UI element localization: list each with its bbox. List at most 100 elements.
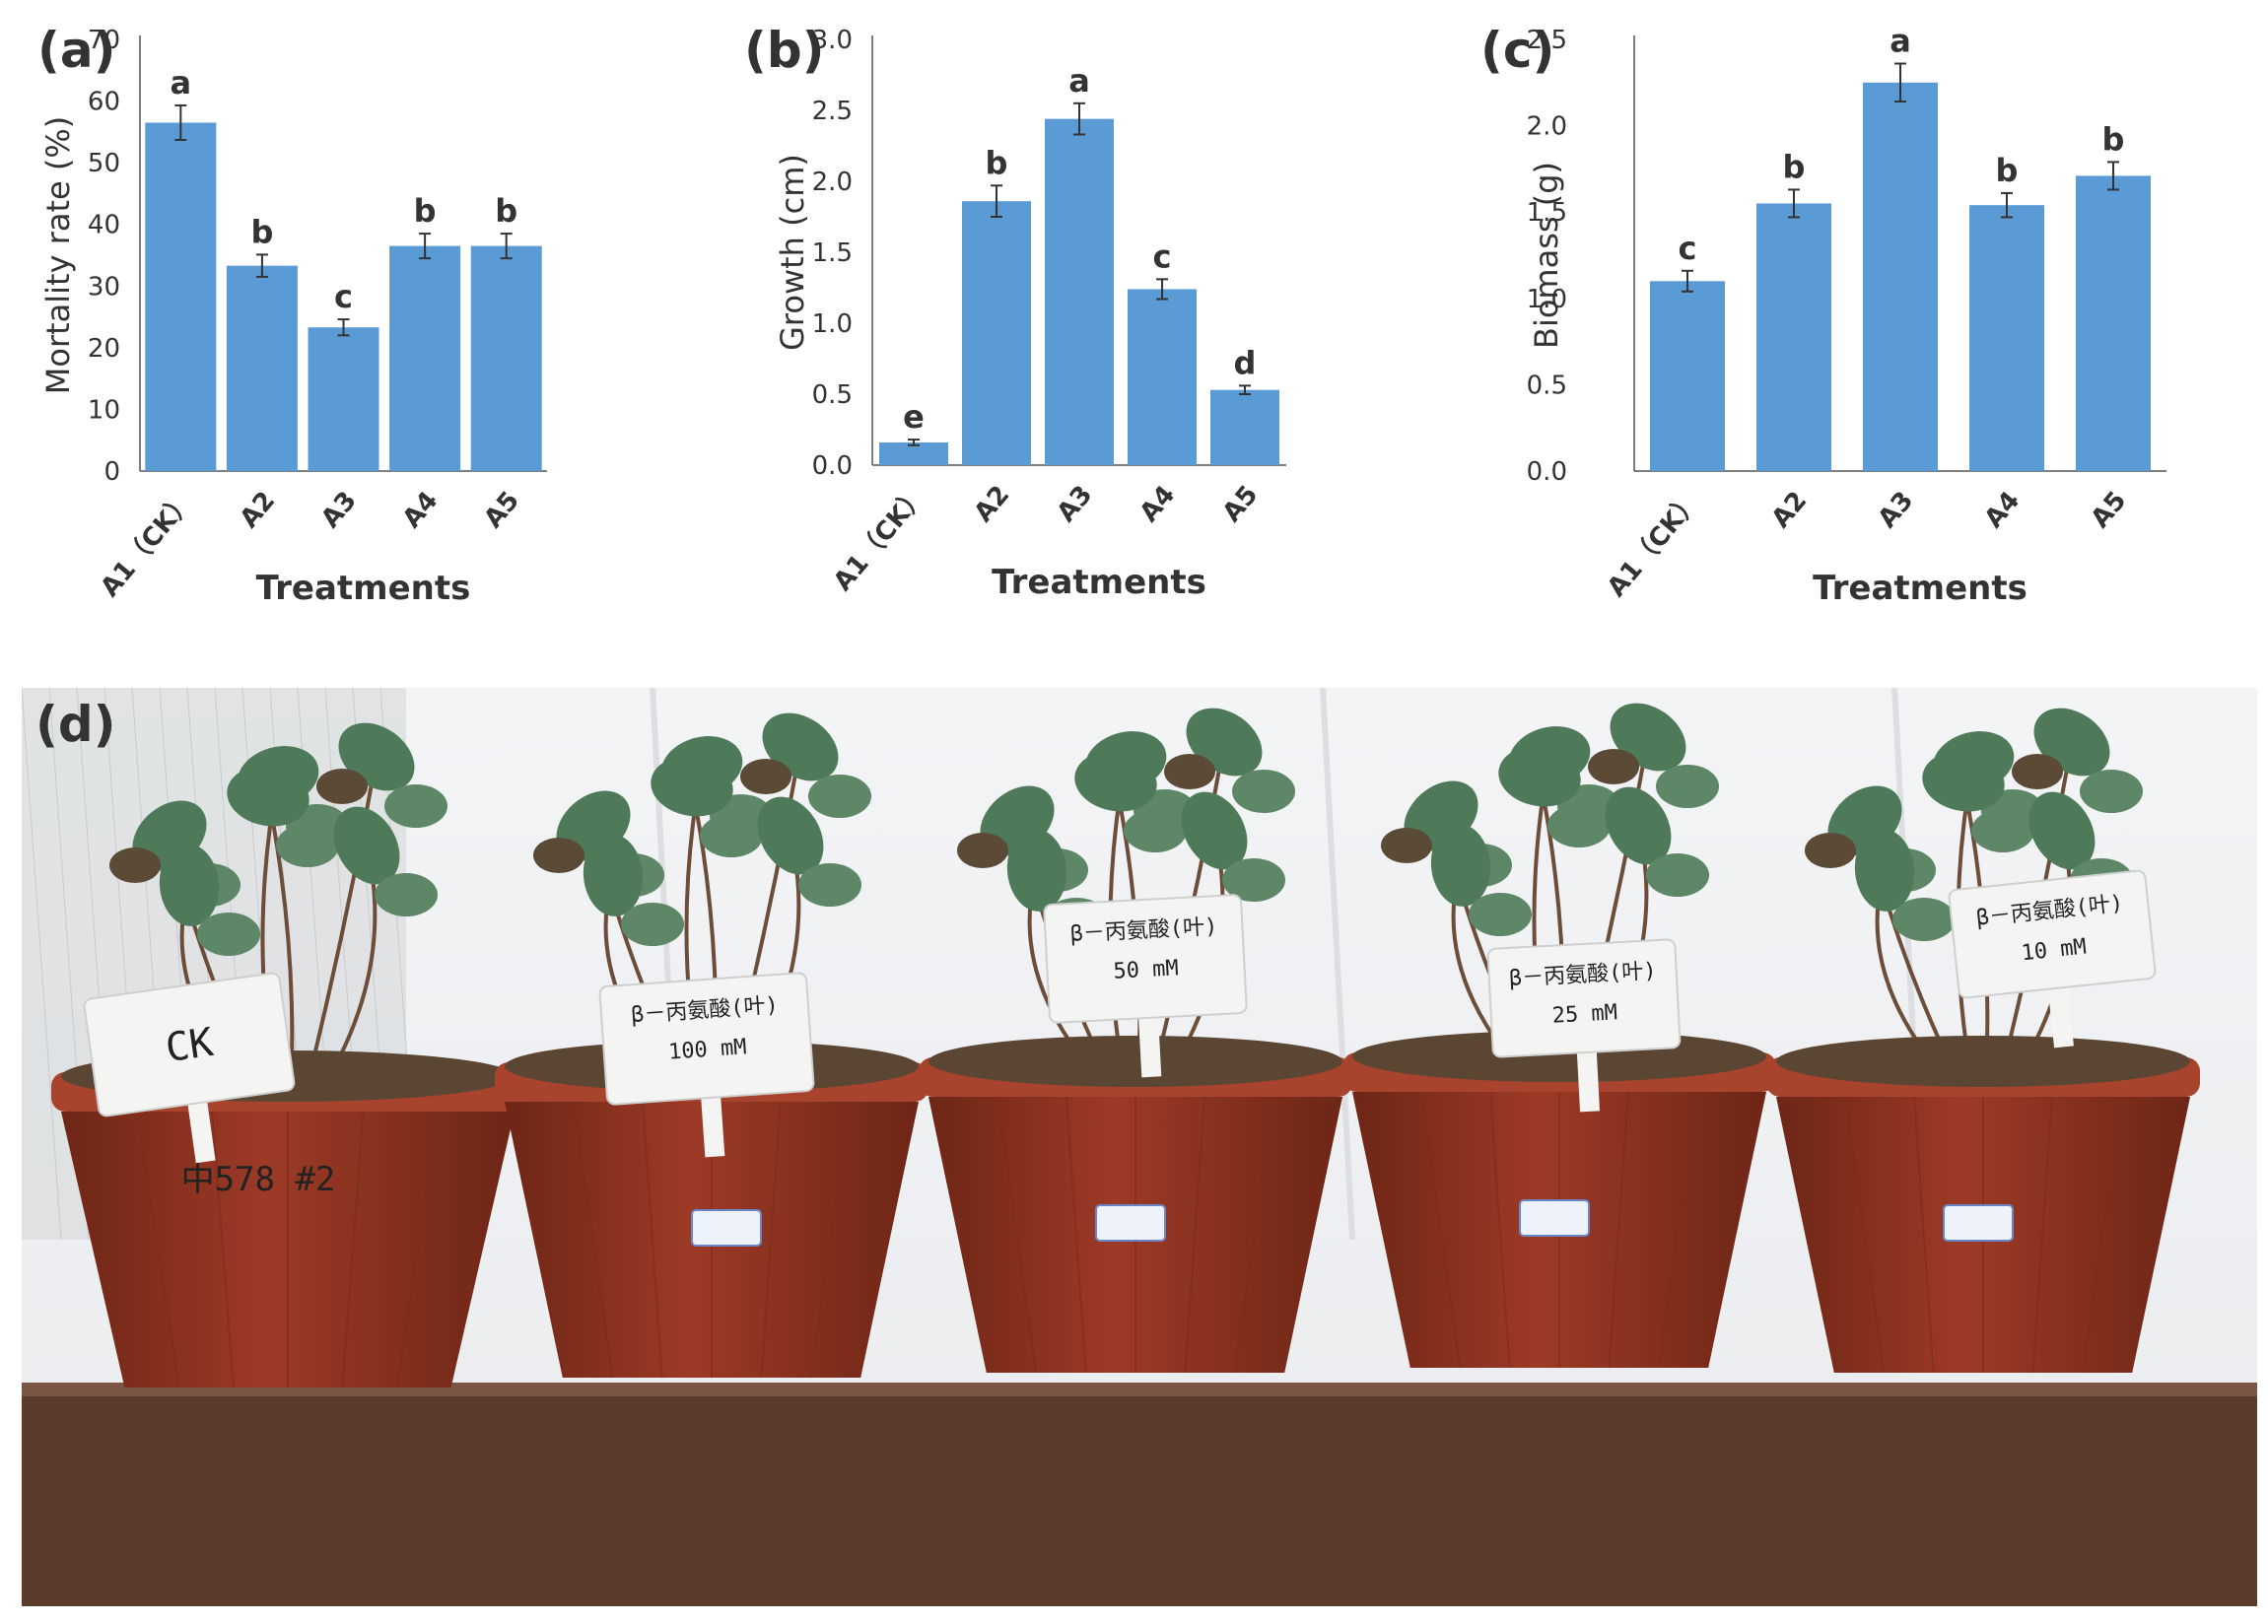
chart-c-error-bar <box>2001 191 2013 219</box>
pot-sticker <box>1943 1204 2014 1242</box>
leaf <box>1646 853 1709 897</box>
label-stake <box>1576 1051 1601 1113</box>
wooden-shelf <box>22 1383 2257 1606</box>
pot-group: β－丙氨酸(叶)100 mM <box>495 712 928 1379</box>
pot-rib <box>642 1101 663 1379</box>
pot-rib <box>1184 1096 1205 1374</box>
chart-b-ytick-label: 0.0 <box>812 451 853 481</box>
photo-panel-d: (d) 中578 #2 CK β－丙氨酸(叶) 100 mM β－丙氨酸(叶) 50 mM β… <box>22 688 2257 1606</box>
chart-b-xtick-label: A2 <box>969 480 1016 528</box>
leaf <box>798 863 861 907</box>
chart-c-bar <box>1969 205 2044 471</box>
chart-c-significance-label: b <box>1996 152 2019 189</box>
leaf <box>1498 746 1581 807</box>
leaf <box>1656 765 1719 808</box>
chart-b-significance-label: b <box>986 144 1008 181</box>
pot-rib <box>395 1111 441 1388</box>
chart-a-xtick-label: A3 <box>315 486 363 534</box>
chart-a-bar <box>470 245 542 471</box>
leaf <box>276 824 339 867</box>
pot-rib <box>1420 1091 1462 1369</box>
chart-a-ytick-label: 30 <box>88 272 120 302</box>
chart-b-significance-label: d <box>1234 344 1257 381</box>
chart-b-error-bar <box>908 439 920 446</box>
pot-rib <box>760 1101 782 1379</box>
chart-a-error-bar <box>255 253 268 278</box>
plant-label-card: β－丙氨酸(叶)100 mM <box>598 972 815 1158</box>
chart-b-bar <box>962 201 1031 465</box>
pot-group: 中578 #2 CK <box>51 722 524 1388</box>
chart-c-significance-label: a <box>1890 23 1911 60</box>
pot-sticker <box>1095 1204 1166 1242</box>
leaf <box>1854 829 1915 912</box>
pot-rib <box>1657 1091 1698 1369</box>
leaf <box>757 796 824 875</box>
chart-a-bar <box>145 122 217 471</box>
chart-c-panel-label: (c) <box>1480 22 1554 79</box>
leaf <box>1124 809 1187 852</box>
leaf <box>197 913 260 956</box>
leaf <box>1892 898 1956 941</box>
label-handwriting: CK <box>163 1020 216 1071</box>
backdrop-fold <box>1320 688 1355 1241</box>
plant-label-card: β－丙氨酸(叶)50 mM <box>1043 894 1248 1078</box>
chart-b-ytick-label: 2.0 <box>812 168 853 197</box>
net-strand <box>22 688 62 1241</box>
chart-b-xtick-label: A3 <box>1052 480 1099 528</box>
soil <box>1776 1036 2190 1087</box>
label-handwriting: 50 mM <box>1113 956 1179 983</box>
leaf <box>227 766 309 827</box>
leaf <box>2028 791 2096 870</box>
chart-b-ytick-label: 3.0 <box>812 26 853 55</box>
wilted-leaf <box>533 838 584 873</box>
chart-a-xtick-label: A5 <box>479 486 526 534</box>
chart-c-error-bar <box>1682 269 1693 293</box>
pot-group: β－丙氨酸(叶)25 mM <box>1342 703 1776 1369</box>
pot-rib <box>809 1101 851 1379</box>
chart-a-bar <box>308 327 379 471</box>
plant <box>1381 703 1719 1074</box>
pot-rib <box>1489 1091 1511 1369</box>
label-board <box>1043 894 1248 1024</box>
wilted-leaf <box>1805 833 1856 868</box>
leaf <box>1922 751 2005 812</box>
chart-b-svg: (b) 0.0 0.5 1.0 1.5 2.0 2.5 3.0 Growth (cm) e A1（C… <box>744 22 1286 602</box>
chart-b-error-bar <box>1239 384 1251 395</box>
chart-c-error-bar <box>2107 161 2119 191</box>
pot-sticker <box>1519 1199 1590 1237</box>
label-board <box>1486 938 1682 1058</box>
label-board <box>83 972 296 1117</box>
leaf <box>1222 858 1285 902</box>
chart-c-bar <box>2076 175 2151 471</box>
leaf <box>583 834 644 916</box>
leaf <box>333 806 400 885</box>
plant-stem <box>304 756 378 1093</box>
chart-a-significance-label: b <box>495 192 517 230</box>
wilted-leaf <box>1588 749 1639 784</box>
chart-b-y-axis-title: Growth (cm) <box>774 154 811 351</box>
chart-b-x-axis-title: Treatments <box>992 563 1206 602</box>
chart-a-ytick-label: 60 <box>88 88 120 117</box>
chart-b-significance-label: a <box>1068 62 1090 100</box>
chart-b-ytick-label: 0.5 <box>812 380 853 410</box>
chart-a-significance-label: b <box>250 213 273 250</box>
chart-c-xtick-label: A1（CK） <box>1602 486 1706 602</box>
chart-b-bar <box>1045 118 1114 465</box>
leaf <box>651 756 733 817</box>
chart-c-ytick-label: 2.0 <box>1527 112 1567 142</box>
label-board <box>1948 869 2157 999</box>
photo-panel-label: (d) <box>35 696 116 753</box>
chart-c-ytick-label: 1.5 <box>1527 198 1567 228</box>
plant-label-card: β－丙氨酸(叶)25 mM <box>1486 938 1682 1113</box>
chart-c-bar <box>1650 281 1725 471</box>
chart-b-bar <box>1210 389 1279 465</box>
label-stake <box>701 1097 725 1158</box>
chart-c-x-axis-title: Treatments <box>1813 569 2027 608</box>
pot-rib <box>2031 1096 2053 1374</box>
label-handwriting: 25 mM <box>1551 1000 1617 1028</box>
chart-b-panel-label: (b) <box>744 22 825 79</box>
leaf <box>1469 893 1532 936</box>
chart-b-error-bar <box>991 184 1002 218</box>
wilted-leaf <box>109 847 161 883</box>
chart-b-ytick-label: 1.5 <box>812 238 853 268</box>
